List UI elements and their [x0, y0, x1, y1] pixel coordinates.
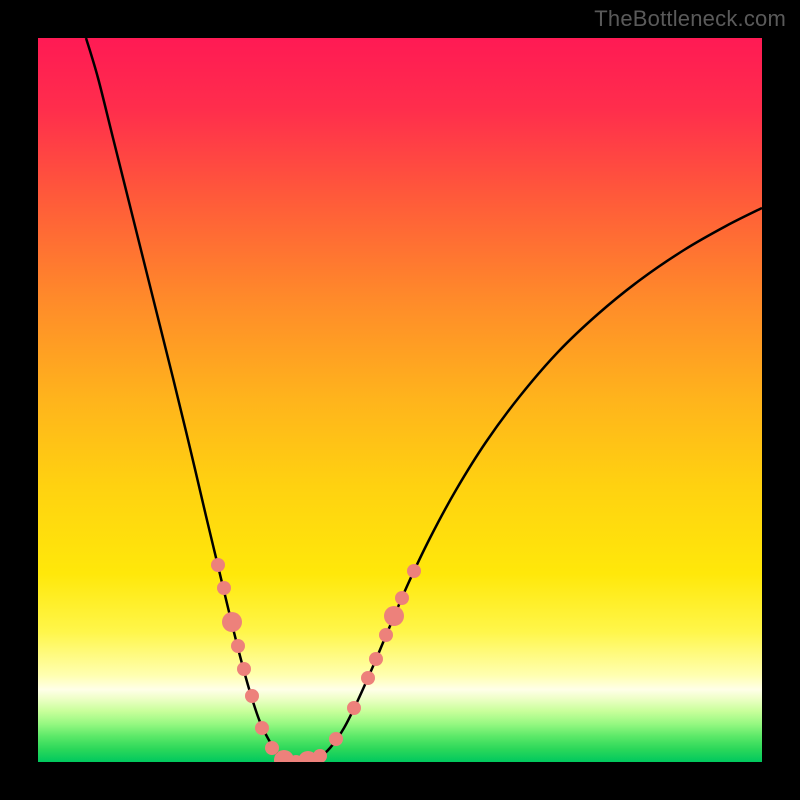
data-marker — [361, 671, 375, 685]
data-marker — [313, 749, 327, 762]
curve-layer — [38, 38, 762, 762]
data-marker — [211, 558, 225, 572]
data-marker — [217, 581, 231, 595]
data-marker — [237, 662, 251, 676]
data-marker — [222, 612, 242, 632]
data-marker — [395, 591, 409, 605]
plot-area — [38, 38, 762, 762]
data-marker — [384, 606, 404, 626]
data-marker — [255, 721, 269, 735]
data-marker — [245, 689, 259, 703]
data-marker — [379, 628, 393, 642]
data-marker — [329, 732, 343, 746]
curve-left — [86, 38, 294, 762]
watermark-text: TheBottleneck.com — [594, 6, 786, 32]
data-marker — [347, 701, 361, 715]
data-marker — [407, 564, 421, 578]
data-marker — [369, 652, 383, 666]
data-marker — [231, 639, 245, 653]
